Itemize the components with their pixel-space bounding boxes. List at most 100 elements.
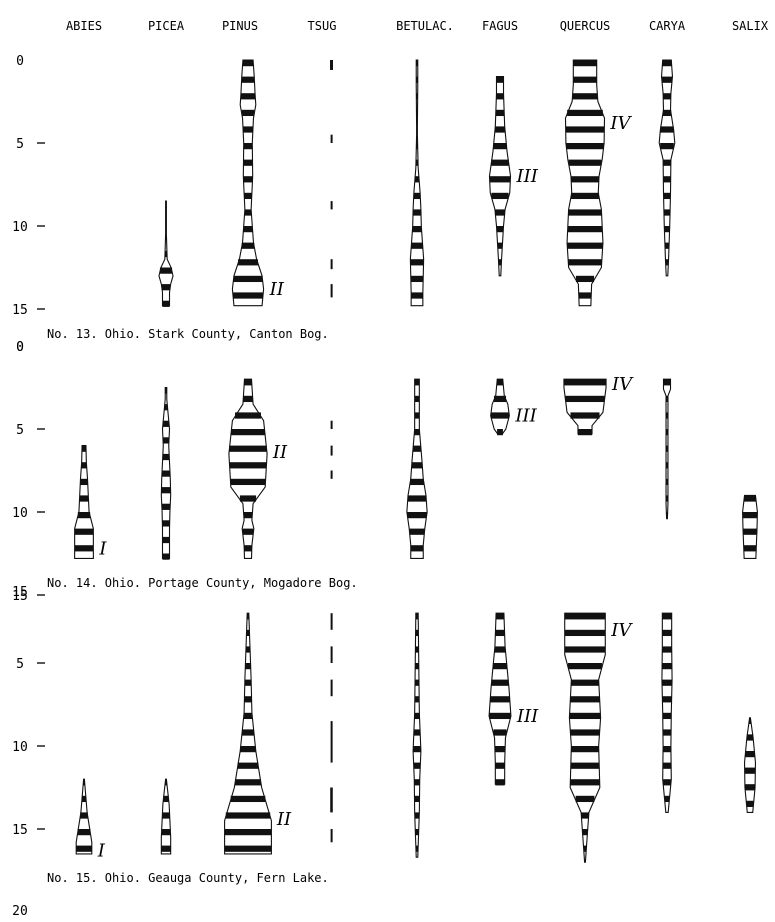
- band: [76, 845, 92, 852]
- zone-label: II: [269, 279, 285, 300]
- band: [746, 734, 754, 741]
- band: [165, 779, 167, 786]
- band: [492, 663, 508, 670]
- band: [666, 512, 668, 519]
- band: [582, 829, 588, 836]
- band: [497, 429, 503, 436]
- band: [567, 109, 603, 117]
- depth-tick-label: 5: [16, 423, 24, 438]
- band: [235, 779, 261, 786]
- band: [746, 800, 754, 808]
- band: [246, 629, 250, 637]
- band: [666, 412, 668, 419]
- band: [495, 762, 505, 769]
- zone-label: IV: [610, 620, 633, 641]
- band: [411, 462, 423, 469]
- band: [660, 126, 674, 133]
- band: [571, 176, 599, 183]
- trace-mark: [330, 829, 333, 843]
- band: [660, 143, 674, 150]
- band: [239, 495, 257, 502]
- band: [77, 829, 91, 836]
- band: [662, 679, 672, 686]
- panel-caption: No. 15. Ohio. Geauga County, Fern Lake.: [47, 871, 329, 885]
- band: [414, 176, 420, 183]
- band: [243, 512, 253, 519]
- band: [80, 478, 88, 486]
- band: [225, 812, 271, 819]
- band: [573, 60, 597, 67]
- band: [224, 845, 272, 852]
- taxon-header-abies: ABIES: [66, 19, 102, 33]
- band: [663, 93, 671, 100]
- band: [415, 629, 419, 637]
- band: [663, 779, 671, 786]
- trace-mark: [330, 284, 333, 298]
- band: [163, 795, 169, 803]
- band: [745, 784, 755, 791]
- band: [564, 629, 606, 637]
- taxon-header-fagus: FAGUS: [482, 19, 518, 33]
- band: [159, 267, 173, 274]
- band: [662, 109, 672, 117]
- band: [77, 512, 91, 519]
- band: [413, 192, 421, 200]
- band: [496, 226, 504, 233]
- depth-tick-label: 5: [16, 657, 24, 672]
- depth-tick-label: 0: [16, 340, 24, 355]
- trace-mark: [330, 259, 333, 270]
- band: [243, 226, 253, 233]
- band: [407, 495, 427, 502]
- curve-pinus: [231, 59, 265, 307]
- extra-axis-labels: 0 15 20: [12, 340, 28, 919]
- band: [164, 250, 168, 258]
- curve-carya: [661, 612, 673, 813]
- curve-betulac: [406, 378, 428, 560]
- band: [583, 845, 587, 852]
- band: [165, 201, 167, 208]
- band: [414, 795, 420, 803]
- band: [663, 192, 671, 200]
- band: [241, 109, 255, 117]
- band: [564, 646, 606, 653]
- band: [572, 93, 598, 100]
- band: [494, 126, 506, 133]
- band: [663, 746, 671, 753]
- band: [498, 259, 502, 266]
- band: [244, 696, 252, 703]
- curve-picea: [160, 778, 172, 855]
- curve-quercus: [563, 378, 607, 436]
- band: [74, 528, 94, 535]
- depth-tick-label: 15: [12, 589, 28, 604]
- depth-tick-label: 10: [12, 506, 28, 521]
- band: [568, 259, 602, 266]
- band: [243, 176, 253, 183]
- band: [568, 663, 602, 670]
- trace-mark: [330, 134, 333, 143]
- band: [489, 712, 511, 720]
- depth-tick-label: 15: [12, 823, 28, 838]
- band: [662, 696, 672, 703]
- band: [161, 470, 171, 477]
- band: [415, 613, 419, 620]
- band: [581, 812, 589, 819]
- curve-fagus: [488, 612, 512, 786]
- band: [744, 767, 756, 774]
- curve-picea: [158, 200, 174, 307]
- band: [493, 729, 507, 736]
- band: [231, 429, 265, 436]
- band: [81, 795, 87, 803]
- depth-tick-label: 0: [16, 340, 24, 355]
- band: [161, 829, 171, 836]
- band: [241, 76, 255, 83]
- band: [666, 445, 668, 452]
- taxon-header-quercus: QUERCUS: [560, 19, 611, 33]
- silhouette: [490, 378, 510, 435]
- band: [662, 762, 672, 769]
- band: [414, 779, 420, 786]
- zone-label: I: [98, 539, 107, 560]
- curve-tsug: [330, 613, 333, 843]
- trace-mark: [330, 646, 333, 663]
